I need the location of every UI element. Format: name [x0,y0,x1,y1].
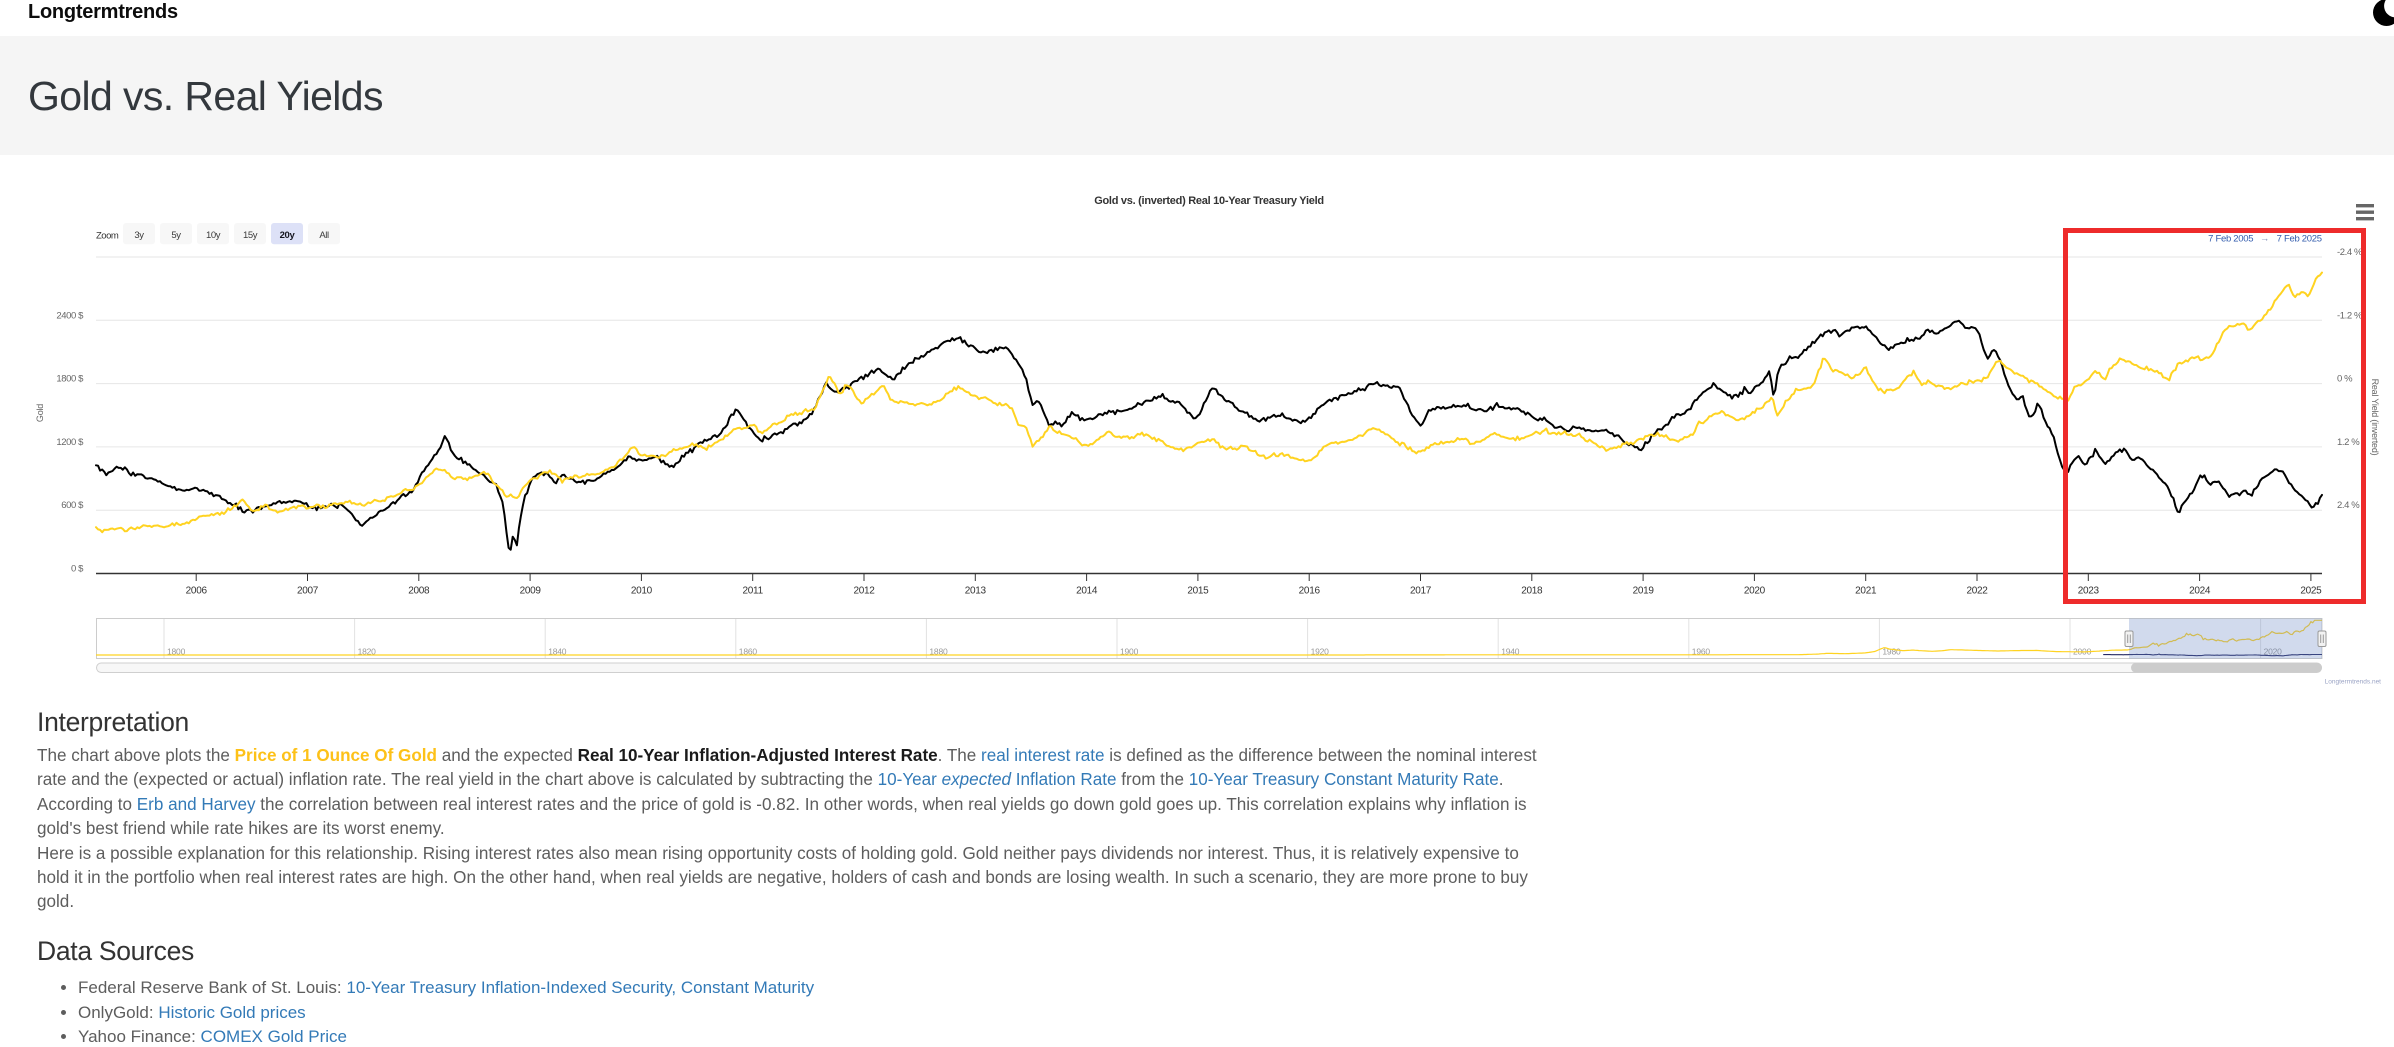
svg-text:2024: 2024 [2189,586,2211,597]
svg-text:2022: 2022 [1966,586,1988,597]
svg-text:Gold vs. (inverted) Real 10-Ye: Gold vs. (inverted) Real 10-Year Treasur… [1094,195,1324,207]
svg-text:15y: 15y [243,230,258,241]
svg-text:1820: 1820 [358,647,377,657]
svg-text:2010: 2010 [631,586,653,597]
svg-text:All: All [319,230,329,241]
svg-text:Real Yield (inverted): Real Yield (inverted) [2370,379,2380,456]
svg-text:3y: 3y [134,230,144,241]
svg-text:2011: 2011 [743,586,764,597]
svg-text:1940: 1940 [1501,647,1520,657]
svg-text:Zoom: Zoom [96,231,119,242]
svg-text:600 $: 600 $ [61,500,84,511]
svg-text:2015: 2015 [1187,586,1209,597]
svg-text:2400 $: 2400 $ [56,310,84,321]
svg-text:2020: 2020 [1744,586,1766,597]
svg-text:1800: 1800 [167,647,186,657]
svg-text:2020: 2020 [2264,647,2283,657]
svg-text:2008: 2008 [408,586,430,597]
svg-text:2021: 2021 [1855,586,1877,597]
svg-text:2013: 2013 [965,586,987,597]
svg-text:Gold: Gold [35,404,45,422]
svg-text:Longtermtrends.net: Longtermtrends.net [2325,679,2382,686]
svg-text:-1.2 %: -1.2 % [2337,310,2363,321]
svg-text:2016: 2016 [1299,586,1321,597]
svg-text:1880: 1880 [929,647,948,657]
svg-text:5y: 5y [171,230,181,241]
svg-text:2018: 2018 [1521,586,1543,597]
svg-text:1200 $: 1200 $ [56,437,84,448]
svg-text:2.4 %: 2.4 % [2337,500,2360,511]
svg-text:1920: 1920 [1311,647,1330,657]
svg-text:1900: 1900 [1120,647,1139,657]
svg-text:2017: 2017 [1410,586,1432,597]
svg-text:1860: 1860 [739,647,758,657]
svg-text:2014: 2014 [1076,586,1098,597]
svg-text:0 %: 0 % [2337,374,2353,385]
svg-text:1960: 1960 [1692,647,1711,657]
svg-text:→: → [2260,234,2270,245]
svg-text:1980: 1980 [1882,647,1901,657]
svg-text:1840: 1840 [548,647,567,657]
svg-text:20y: 20y [280,230,296,241]
svg-text:2025: 2025 [2300,586,2322,597]
svg-text:1.2 %: 1.2 % [2337,437,2360,448]
svg-text:2006: 2006 [186,586,208,597]
svg-text:2007: 2007 [297,586,319,597]
svg-text:10y: 10y [206,230,221,241]
svg-text:1800 $: 1800 $ [56,374,84,385]
svg-text:2023: 2023 [2078,586,2100,597]
svg-text:2019: 2019 [1633,586,1655,597]
svg-text:0 $: 0 $ [71,564,84,575]
svg-text:7 Feb 2005: 7 Feb 2005 [2208,234,2253,245]
svg-text:2009: 2009 [520,586,542,597]
svg-text:7 Feb 2025: 7 Feb 2025 [2277,234,2322,245]
svg-text:-2.4 %: -2.4 % [2337,247,2363,258]
svg-text:2012: 2012 [853,586,875,597]
